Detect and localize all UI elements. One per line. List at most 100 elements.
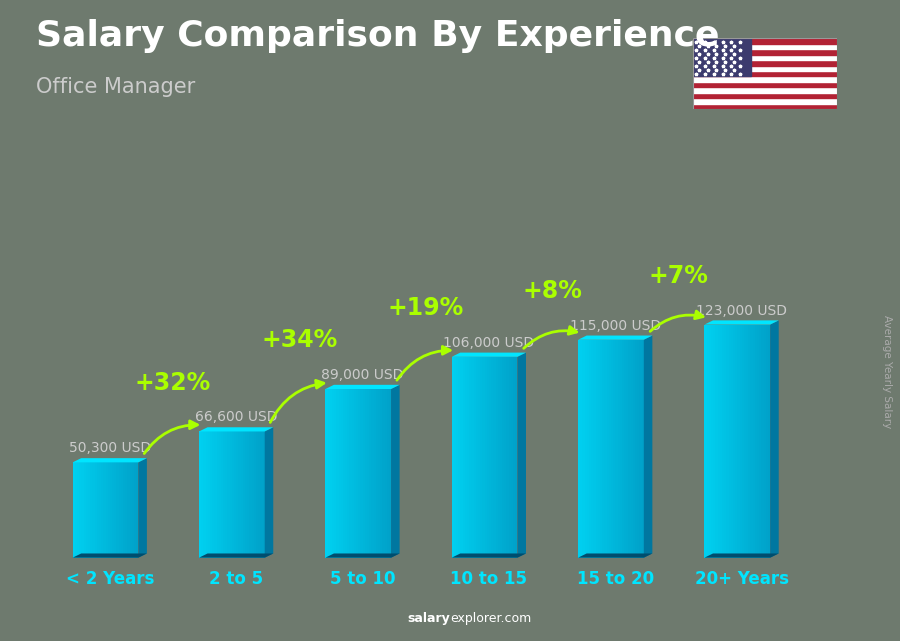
Polygon shape	[504, 357, 507, 558]
Text: 5 to 10: 5 to 10	[329, 570, 395, 588]
Polygon shape	[724, 324, 726, 558]
Text: 50,300 USD: 50,300 USD	[68, 442, 151, 455]
Polygon shape	[582, 340, 585, 558]
Polygon shape	[639, 340, 642, 558]
Polygon shape	[454, 357, 456, 558]
Bar	[693, 65, 837, 71]
Polygon shape	[620, 340, 622, 558]
Polygon shape	[356, 389, 358, 558]
Polygon shape	[358, 389, 360, 558]
Text: 66,600 USD: 66,600 USD	[195, 410, 277, 424]
Text: 15 to 20: 15 to 20	[577, 570, 653, 588]
Polygon shape	[382, 389, 384, 558]
Bar	[693, 54, 837, 60]
Polygon shape	[86, 462, 88, 558]
Text: salary: salary	[407, 612, 450, 625]
Polygon shape	[73, 553, 147, 558]
Bar	[693, 104, 837, 109]
Polygon shape	[93, 462, 94, 558]
Polygon shape	[387, 389, 389, 558]
Polygon shape	[461, 357, 463, 558]
Polygon shape	[125, 462, 128, 558]
Polygon shape	[744, 324, 746, 558]
Polygon shape	[121, 462, 123, 558]
Polygon shape	[637, 340, 639, 558]
Polygon shape	[624, 340, 626, 558]
Bar	[693, 38, 837, 44]
Polygon shape	[230, 431, 232, 558]
Polygon shape	[766, 324, 768, 558]
Text: < 2 Years: < 2 Years	[66, 570, 154, 588]
Text: 2 to 5: 2 to 5	[209, 570, 263, 588]
Polygon shape	[345, 389, 347, 558]
Polygon shape	[611, 340, 613, 558]
Polygon shape	[578, 553, 652, 558]
FancyArrowPatch shape	[144, 421, 197, 454]
Polygon shape	[513, 357, 516, 558]
Polygon shape	[260, 431, 263, 558]
Polygon shape	[733, 324, 735, 558]
Polygon shape	[105, 462, 108, 558]
Bar	[693, 71, 837, 76]
Polygon shape	[706, 324, 709, 558]
Polygon shape	[114, 462, 116, 558]
Polygon shape	[711, 324, 713, 558]
Polygon shape	[729, 324, 731, 558]
FancyArrowPatch shape	[524, 327, 577, 348]
FancyArrowPatch shape	[397, 346, 450, 380]
Polygon shape	[642, 340, 643, 558]
Polygon shape	[737, 324, 740, 558]
Polygon shape	[116, 462, 119, 558]
Polygon shape	[389, 389, 392, 558]
Bar	[693, 49, 837, 54]
Polygon shape	[761, 324, 763, 558]
Polygon shape	[210, 431, 212, 558]
Polygon shape	[587, 340, 590, 558]
Polygon shape	[498, 357, 500, 558]
Polygon shape	[507, 357, 508, 558]
Text: 123,000 USD: 123,000 USD	[696, 304, 788, 317]
Bar	[693, 60, 837, 65]
Polygon shape	[493, 357, 496, 558]
Polygon shape	[245, 431, 248, 558]
Bar	[693, 93, 837, 98]
Text: explorer.com: explorer.com	[450, 612, 531, 625]
Polygon shape	[720, 324, 722, 558]
Polygon shape	[243, 431, 245, 558]
Polygon shape	[217, 431, 219, 558]
Polygon shape	[234, 431, 236, 558]
Polygon shape	[713, 324, 716, 558]
Text: 89,000 USD: 89,000 USD	[321, 368, 404, 382]
Polygon shape	[360, 389, 363, 558]
Polygon shape	[232, 431, 234, 558]
Polygon shape	[476, 357, 478, 558]
Polygon shape	[352, 389, 354, 558]
Text: 106,000 USD: 106,000 USD	[444, 336, 535, 350]
Polygon shape	[363, 389, 365, 558]
Polygon shape	[705, 324, 706, 558]
Polygon shape	[123, 462, 125, 558]
Polygon shape	[252, 431, 254, 558]
Polygon shape	[770, 320, 778, 558]
Polygon shape	[452, 357, 454, 558]
Polygon shape	[763, 324, 766, 558]
Polygon shape	[585, 340, 587, 558]
Text: 20+ Years: 20+ Years	[695, 570, 788, 588]
Polygon shape	[214, 431, 217, 558]
Polygon shape	[518, 353, 526, 558]
Polygon shape	[631, 340, 633, 558]
Polygon shape	[644, 335, 652, 558]
Polygon shape	[746, 324, 748, 558]
Polygon shape	[591, 340, 593, 558]
Polygon shape	[593, 340, 596, 558]
Polygon shape	[458, 357, 461, 558]
Polygon shape	[337, 389, 338, 558]
Polygon shape	[469, 357, 472, 558]
Polygon shape	[489, 357, 491, 558]
Polygon shape	[508, 357, 511, 558]
Polygon shape	[81, 462, 84, 558]
Polygon shape	[220, 431, 223, 558]
Polygon shape	[341, 389, 343, 558]
Polygon shape	[88, 462, 90, 558]
Polygon shape	[131, 462, 134, 558]
